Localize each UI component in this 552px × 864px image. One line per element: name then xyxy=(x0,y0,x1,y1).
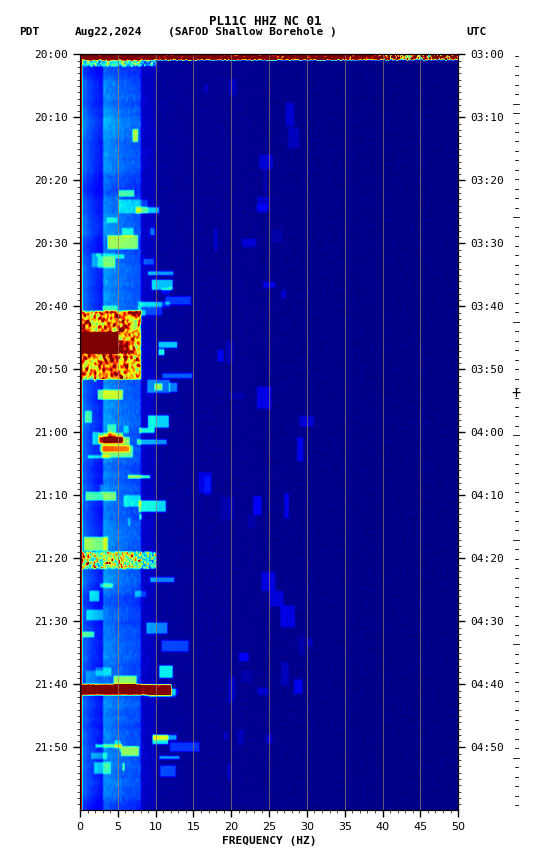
Text: PDT: PDT xyxy=(19,27,40,37)
Text: Aug22,2024: Aug22,2024 xyxy=(75,27,142,37)
Text: PL11C HHZ NC 01: PL11C HHZ NC 01 xyxy=(209,15,321,28)
Text: UTC: UTC xyxy=(466,27,487,37)
X-axis label: FREQUENCY (HZ): FREQUENCY (HZ) xyxy=(222,836,316,847)
Text: +: + xyxy=(512,385,521,401)
Text: (SAFOD Shallow Borehole ): (SAFOD Shallow Borehole ) xyxy=(168,27,337,37)
